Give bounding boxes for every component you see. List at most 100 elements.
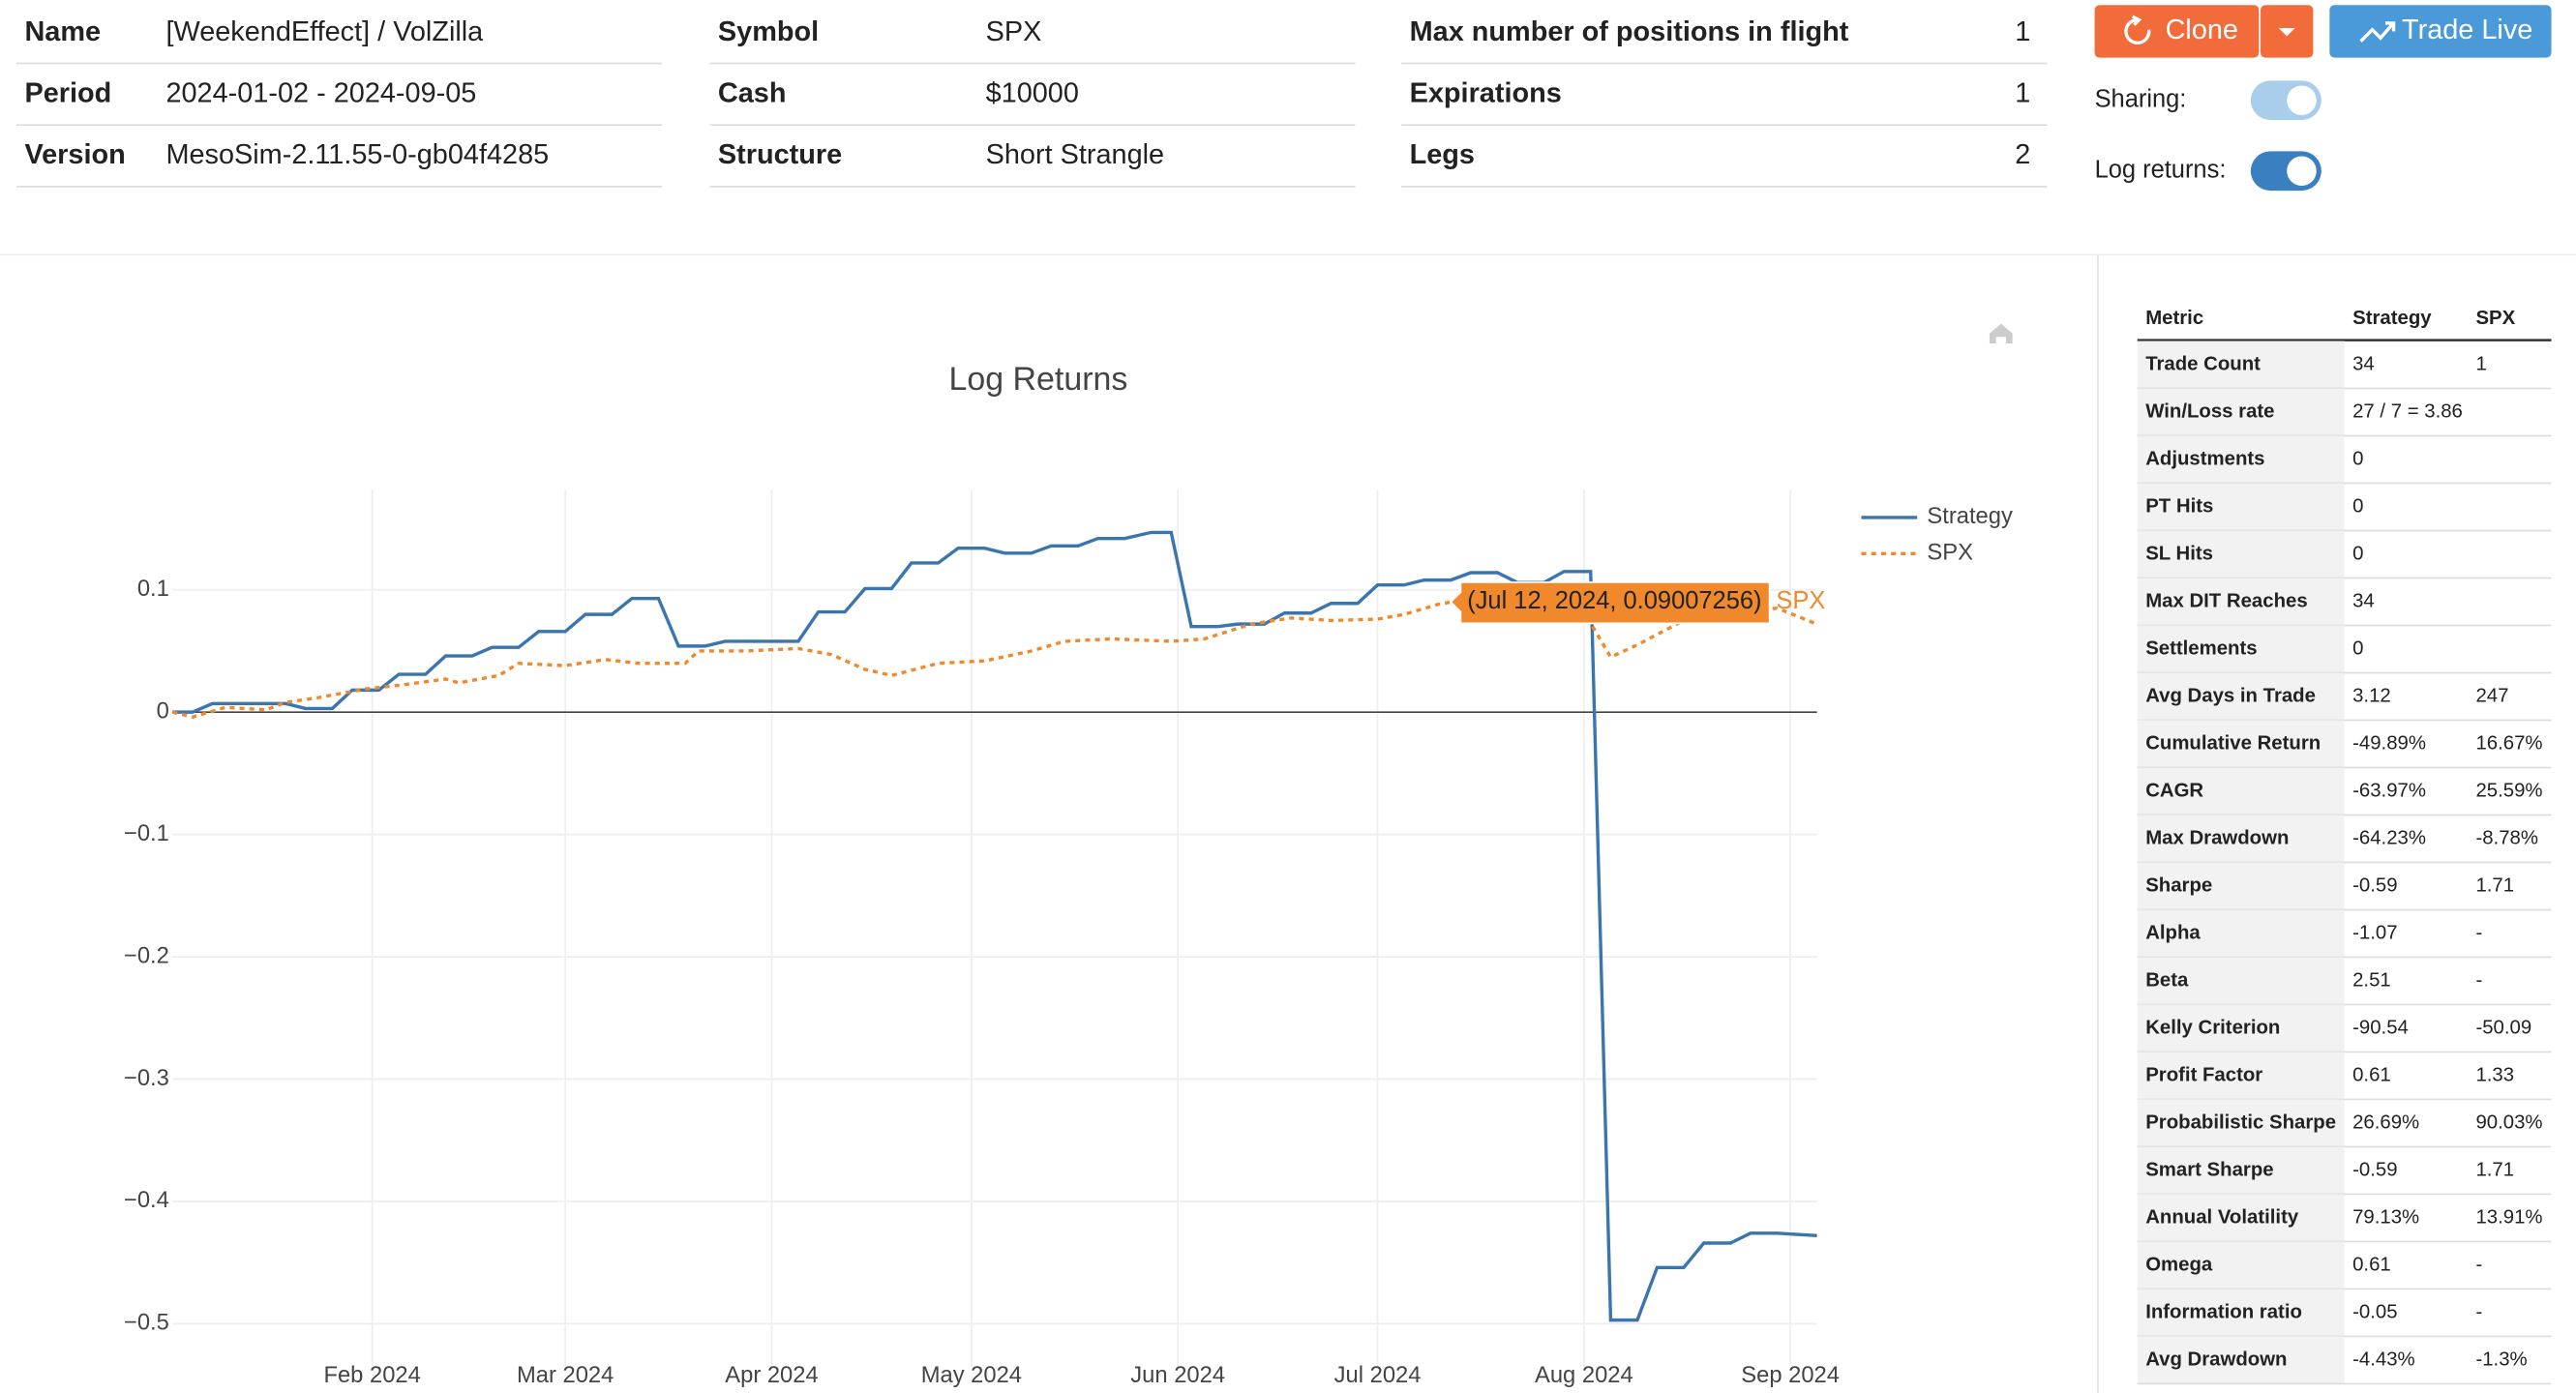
metric-name: Sharpe bbox=[2145, 874, 2212, 896]
info-value: 1 bbox=[2015, 16, 2030, 47]
column-header: Metric bbox=[2145, 308, 2203, 329]
plot: Feb 2024 Mar 2024 Apr 2024 May 2024 Jun 2024… bbox=[124, 489, 2013, 1388]
label-cell bbox=[2137, 1336, 2345, 1384]
metric-name: Max Drawdown bbox=[2145, 827, 2289, 848]
label-cell bbox=[2137, 578, 2345, 626]
cell-value: -64.23% bbox=[2352, 827, 2426, 848]
trend-icon bbox=[2359, 21, 2396, 43]
y-tick-label: −0.5 bbox=[124, 1310, 169, 1336]
label-cell bbox=[2137, 957, 2345, 1005]
cell-value: 3.12 bbox=[2352, 685, 2391, 706]
label-cell bbox=[2137, 625, 2345, 673]
label-cell bbox=[2137, 767, 2345, 815]
cell-value: -63.97% bbox=[2352, 780, 2426, 801]
cell-value: 79.13% bbox=[2352, 1206, 2419, 1228]
cell-value: 90.03% bbox=[2475, 1111, 2542, 1133]
cell-value: 1.33 bbox=[2475, 1064, 2514, 1085]
info-label: Max number of positions in flight bbox=[1410, 16, 1849, 47]
cell-value: -1.07 bbox=[2352, 922, 2397, 943]
clone-icon bbox=[2131, 15, 2142, 26]
cell-value: 27 / 7 = 3.86 bbox=[2352, 400, 2463, 422]
trade-live-button[interactable]: Trade Live bbox=[2329, 5, 2552, 58]
cell-value: 0 bbox=[2352, 543, 2363, 564]
sharing-toggle[interactable] bbox=[2250, 80, 2321, 121]
info-value: MesoSim-2.11.55-0-gb04f4285 bbox=[165, 139, 549, 170]
cell-value: 2.51 bbox=[2352, 969, 2391, 991]
cell-value: -90.54 bbox=[2352, 1017, 2409, 1038]
info-label: Name bbox=[24, 16, 101, 47]
label-cell bbox=[2137, 1241, 2345, 1289]
cell-value: 34 bbox=[2352, 353, 2375, 374]
cell-value: 1 bbox=[2475, 353, 2486, 374]
cell-value: 0 bbox=[2352, 495, 2363, 517]
toggle-knob bbox=[2287, 156, 2317, 187]
info-value: SPX bbox=[986, 16, 1042, 47]
metric-name: Beta bbox=[2145, 969, 2189, 991]
info-label: Cash bbox=[718, 77, 787, 108]
metric-name: Trade Count bbox=[2145, 353, 2261, 374]
metric-name: Kelly Criterion bbox=[2145, 1017, 2280, 1038]
metric-name: Profit Factor bbox=[2145, 1064, 2262, 1085]
label-cell bbox=[2137, 862, 2345, 910]
metric-name: Omega bbox=[2145, 1254, 2213, 1275]
tooltip-box bbox=[1450, 581, 1771, 625]
cell-value: - bbox=[2475, 1301, 2482, 1322]
clone-button[interactable]: Clone bbox=[2094, 5, 2260, 58]
info-value: 2 bbox=[2015, 139, 2030, 170]
x-tick-label: May 2024 bbox=[921, 1362, 1022, 1388]
cell-value: 25.59% bbox=[2475, 780, 2542, 801]
x-tick-label: Jun 2024 bbox=[1130, 1362, 1225, 1388]
cell-value: 0.61 bbox=[2352, 1064, 2391, 1085]
chart-title: Log Returns bbox=[949, 361, 1128, 398]
label-cell bbox=[2137, 1052, 2345, 1100]
toggle-label: Sharing: bbox=[2095, 85, 2187, 112]
metric-name: Settlements bbox=[2145, 637, 2257, 659]
cell-value: 16.67% bbox=[2475, 732, 2542, 754]
label-cell bbox=[2137, 720, 2345, 768]
label-cell bbox=[2137, 435, 2345, 484]
x-tick-label: Aug 2024 bbox=[1535, 1362, 1633, 1388]
label-cell bbox=[2137, 815, 2345, 863]
y-tick-label: −0.1 bbox=[124, 820, 169, 846]
column-header: SPX bbox=[2475, 308, 2515, 329]
info-header: Name [WeekendEffect] / VolZilla Period 2024… bbox=[15, 16, 2048, 188]
info-label: Structure bbox=[718, 139, 842, 170]
x-tick-label: Sep 2024 bbox=[1741, 1362, 1840, 1388]
x-tick-label: Mar 2024 bbox=[517, 1362, 614, 1388]
cell-value: -4.43% bbox=[2352, 1349, 2415, 1370]
label-cell bbox=[2137, 1289, 2345, 1337]
log-returns-toggle[interactable] bbox=[2250, 151, 2321, 192]
cell-value: 1.71 bbox=[2475, 1159, 2514, 1180]
cell-value: -0.59 bbox=[2352, 1159, 2397, 1180]
label-cell bbox=[2137, 1194, 2345, 1242]
label-cell bbox=[2137, 530, 2345, 578]
label-cell bbox=[2137, 1099, 2345, 1147]
y-tick-label: −0.3 bbox=[124, 1065, 169, 1091]
info-value: Short Strangle bbox=[986, 139, 1165, 170]
label-cell bbox=[2137, 1146, 2345, 1195]
info-value: 1 bbox=[2015, 77, 2030, 108]
info-value: $10000 bbox=[986, 77, 1079, 108]
clone-dropdown[interactable] bbox=[2261, 5, 2314, 58]
cell-value: - bbox=[2475, 922, 2482, 943]
cell-value: - bbox=[2475, 969, 2482, 991]
metric-name: Probabilistic Sharpe bbox=[2145, 1111, 2336, 1133]
cell-value: 1.71 bbox=[2475, 874, 2514, 896]
x-tick-label: Feb 2024 bbox=[323, 1362, 420, 1388]
cell-value: 13.91% bbox=[2475, 1206, 2542, 1228]
cell-value: 0 bbox=[2352, 448, 2363, 469]
toggle-knob bbox=[2287, 85, 2317, 116]
metric-name: Alpha bbox=[2145, 922, 2201, 943]
cell-value: -8.78% bbox=[2475, 827, 2538, 848]
tooltip-text: (Jul 12, 2024, 0.09007256) bbox=[1467, 587, 1761, 614]
label-cell bbox=[2137, 388, 2345, 436]
cell-value: -0.59 bbox=[2352, 874, 2397, 896]
cell-value: 247 bbox=[2475, 685, 2508, 706]
info-label: Legs bbox=[1410, 139, 1475, 170]
label-cell bbox=[2137, 483, 2345, 531]
home-icon[interactable] bbox=[1989, 323, 2013, 343]
y-tick-label: 0 bbox=[157, 697, 169, 724]
x-tick-label: Apr 2024 bbox=[725, 1362, 818, 1388]
metric-name: Cumulative Return bbox=[2145, 732, 2321, 754]
